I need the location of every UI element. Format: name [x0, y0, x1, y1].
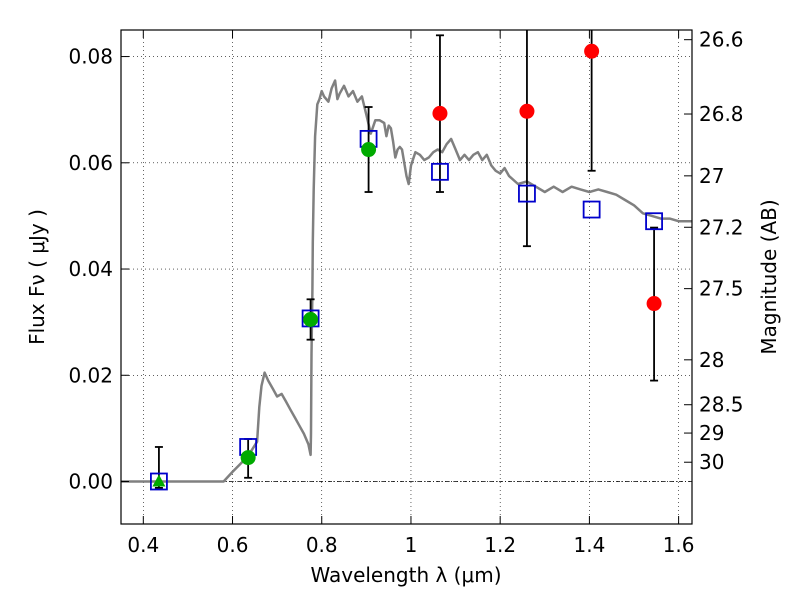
y-axis-label-left: Flux Fν ( μJy ): [25, 209, 49, 345]
grid-lines: [121, 30, 692, 524]
mag-tick-label: 26.6: [699, 28, 744, 52]
observed-flux-marker: [519, 103, 535, 119]
observed-flux-marker: [584, 43, 600, 59]
axes-frame: [120, 29, 693, 525]
sed-model-curve: [121, 79, 692, 483]
x-tick-label: 1.6: [663, 533, 695, 557]
mag-tick-label: 28.5: [699, 393, 744, 417]
model-photometry-marker: [582, 200, 601, 219]
detection-flux-marker: [303, 311, 319, 327]
y-tick-label: 0.02: [68, 363, 113, 387]
detection-flux-marker: [240, 450, 256, 466]
observed-flux-marker: [432, 105, 448, 121]
mag-tick-label: 27.5: [699, 277, 744, 301]
mag-tick-label: 27: [699, 164, 724, 188]
plot-frame: [120, 29, 693, 525]
model-photometry-marker: [645, 212, 663, 231]
mag-tick-label: 26.8: [699, 102, 744, 126]
detection-triangle-marker: [152, 474, 166, 487]
y-tick-label: 0.00: [68, 470, 113, 494]
y-tick-label: 0.06: [68, 151, 113, 175]
y-tick-label: 0.04: [68, 257, 113, 281]
x-tick-label: 0.8: [306, 533, 338, 557]
mag-tick-label: 28: [699, 348, 724, 372]
tick-layer: 0.4 0.6 0.8 1 1.2 1.4 1.6 0.00 0.02 0.04 0.06 0.08 2…: [68, 28, 743, 557]
model-photometry-marker: [431, 162, 449, 181]
mag-tick-label: 29: [699, 421, 724, 445]
y-axis-label-right: Magnitude (AB): [757, 199, 781, 354]
x-axis-label: Wavelength λ (μm): [310, 563, 501, 587]
x-tick-label: 0.6: [217, 533, 249, 557]
x-tick-label: 1.2: [484, 533, 516, 557]
observed-flux-marker: [646, 296, 662, 312]
x-tick-label: 1.4: [573, 533, 605, 557]
mag-tick-label: 30: [699, 450, 724, 474]
marker-layer: [150, 30, 663, 491]
sed-curve-layer: [121, 79, 692, 483]
y-tick-label: 0.08: [68, 45, 113, 69]
x-tick-label: 0.4: [127, 533, 159, 557]
x-tick-label: 1: [405, 533, 418, 557]
detection-flux-marker: [361, 142, 377, 158]
model-photometry-marker: [150, 472, 168, 491]
mag-tick-label: 27.2: [699, 215, 744, 239]
model-photometry-marker: [518, 184, 536, 203]
